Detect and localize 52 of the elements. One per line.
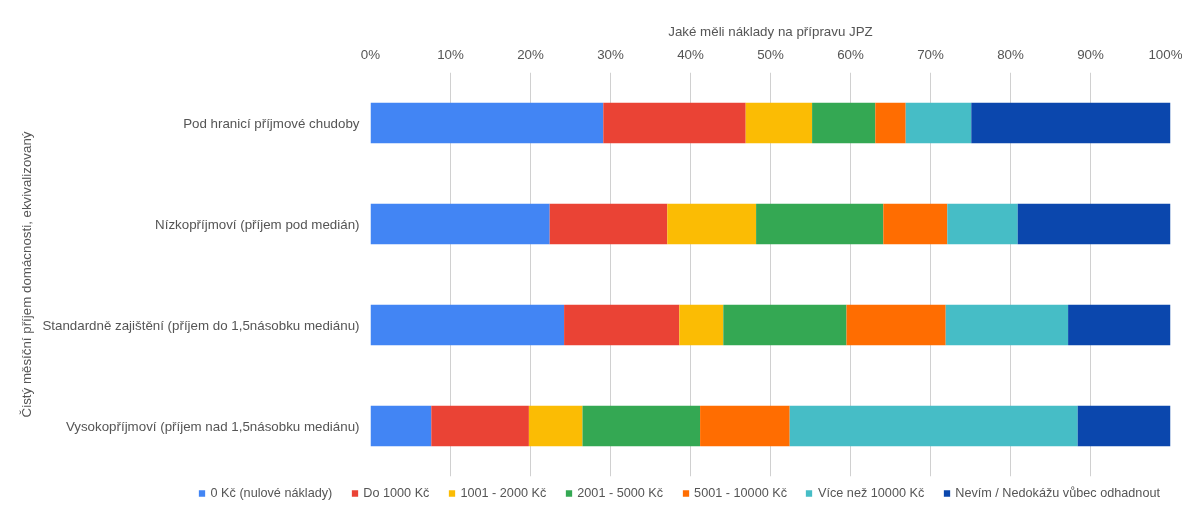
y-tick-label: Pod hranicí příjmové chudoby	[183, 115, 360, 131]
legend-label: 1001 - 2000 Kč	[460, 486, 547, 500]
bar	[370, 203, 550, 245]
bar	[1068, 304, 1171, 346]
bar	[883, 203, 948, 245]
bar	[756, 203, 884, 245]
x-tick-label: 60%	[837, 46, 864, 62]
bar	[700, 405, 790, 447]
x-tick-label: 40%	[677, 46, 704, 62]
bar	[812, 102, 876, 144]
bar	[745, 102, 813, 144]
bar	[846, 304, 946, 346]
bar	[947, 203, 1018, 245]
x-tick-label: 100%	[1148, 46, 1183, 62]
bar	[1017, 203, 1171, 245]
bar	[1077, 405, 1171, 447]
bar	[789, 405, 1078, 447]
bar	[945, 304, 1069, 346]
y-tick-label: Vysokopříjmoví (příjem nad 1,5násobku mediánu)	[65, 418, 360, 434]
bar	[549, 203, 668, 245]
bar	[370, 405, 432, 447]
bar	[370, 102, 604, 144]
legend-label: 2001 - 5000 Kč	[577, 486, 664, 500]
y-tick-label: Nízkopříjmoví (příjem pod medián)	[155, 216, 360, 232]
legend-label: 5001 - 10000 Kč	[694, 486, 787, 500]
bar	[370, 304, 565, 346]
bar	[431, 405, 529, 447]
legend-label: Více než 10000 Kč	[818, 486, 925, 500]
x-tick-label: 10%	[437, 46, 464, 62]
legend-label: 0 Kč (nulové náklady)	[210, 486, 333, 500]
bar	[667, 203, 757, 245]
legend-label: Nevím / Nedokážu vůbec odhadnout	[955, 486, 1160, 500]
bar	[905, 102, 972, 144]
y-axis-title: Čistý měsíční příjem domácnosti, ekvivalizovaný	[19, 131, 35, 418]
x-tick-label: 30%	[597, 46, 624, 62]
bar	[582, 405, 701, 447]
bar	[564, 304, 680, 346]
bar	[723, 304, 847, 346]
bar	[603, 102, 746, 144]
y-tick-label: Standardně zajištění (příjem do 1,5násobku mediánu)	[42, 317, 360, 333]
x-axis-title: Jaké měli náklady na přípravu JPZ	[668, 23, 873, 39]
legend-label: Do 1000 Kč	[363, 486, 430, 500]
x-tick-label: 90%	[1077, 46, 1104, 62]
x-tick-label: 0%	[360, 46, 381, 62]
x-tick-label: 80%	[997, 46, 1024, 62]
bar	[875, 102, 906, 144]
x-tick-label: 20%	[517, 46, 544, 62]
x-tick-label: 50%	[757, 46, 784, 62]
bar	[528, 405, 583, 447]
bar	[679, 304, 724, 346]
bar	[971, 102, 1171, 144]
x-tick-label: 70%	[917, 46, 944, 62]
